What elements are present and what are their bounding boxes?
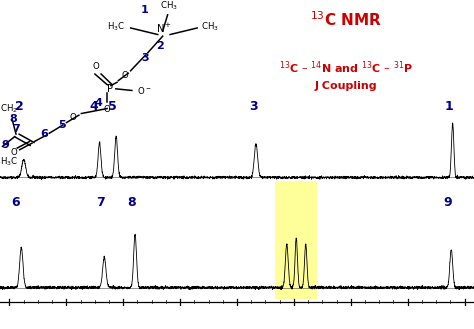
Text: H$_3$C: H$_3$C [0,155,18,168]
Text: O: O [69,113,76,122]
Text: 5: 5 [109,100,117,113]
Text: 7: 7 [97,196,105,209]
Text: 2: 2 [15,100,23,113]
Text: O: O [122,71,128,81]
Text: 5: 5 [58,120,65,130]
Text: N$^+$: N$^+$ [156,22,172,36]
Text: O: O [104,105,110,114]
Text: O: O [10,148,17,157]
Text: CH$_3$: CH$_3$ [201,21,219,33]
Text: 6: 6 [11,196,20,209]
Text: 8: 8 [128,196,136,209]
Text: P: P [107,84,113,94]
Text: 1: 1 [140,5,148,15]
Text: 9: 9 [444,196,452,209]
Text: 6: 6 [41,129,48,139]
Text: 7: 7 [12,124,20,135]
Text: 9: 9 [1,140,9,150]
Text: O: O [93,62,100,71]
Text: CH$_3$: CH$_3$ [160,0,178,12]
Text: 4: 4 [95,98,103,108]
Text: H$_3$C: H$_3$C [108,20,126,33]
Text: CH$_2$: CH$_2$ [0,103,18,115]
Text: 3: 3 [142,53,149,63]
Text: 2: 2 [156,40,164,51]
Text: O$^-$: O$^-$ [137,85,151,96]
Text: $^{13}$C – $^{14}$N and $^{13}$C – $^{31}$P
J Coupling: $^{13}$C – $^{14}$N and $^{13}$C – $^{31… [279,59,413,91]
Text: $^{13}$C NMR: $^{13}$C NMR [310,10,382,29]
Text: 1: 1 [445,100,454,113]
Text: 3: 3 [249,100,258,113]
Bar [275,181,317,299]
Text: 8: 8 [10,114,18,124]
Text: 4: 4 [90,100,98,113]
